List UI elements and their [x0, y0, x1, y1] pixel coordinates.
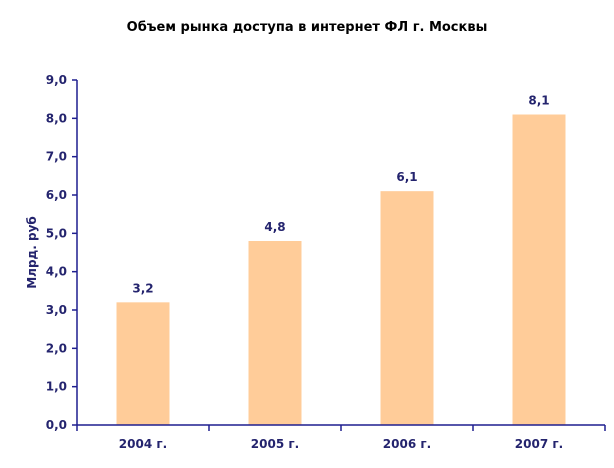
chart-title: Объем рынка доступа в интернет ФЛ г. Мос…: [127, 20, 488, 35]
data-label: 3,2: [132, 281, 153, 295]
y-tick-label: 9,0: [46, 73, 67, 87]
bar-4: [512, 114, 566, 425]
y-tick-label: 2,0: [46, 341, 67, 355]
data-label: 4,8: [264, 220, 285, 234]
x-tick-label: 2005 г.: [251, 437, 299, 451]
plot-area: 0,0 1,0 2,0 3,0 4,0 5,0 6,0 7,0 8,0 9,0 2004 г. 200…: [46, 73, 606, 451]
y-tick-label: 3,0: [46, 303, 67, 317]
data-label: 8,1: [528, 94, 549, 108]
x-tick-label: 2007 г.: [515, 437, 563, 451]
y-tick-label: 6,0: [46, 188, 67, 202]
x-tick-label: 2006 г.: [383, 437, 431, 451]
y-tick-label: 0,0: [46, 418, 67, 432]
bar-3: [380, 191, 434, 425]
data-label: 6,1: [396, 170, 417, 184]
x-tick-label: 2004 г.: [119, 437, 167, 451]
bar-2: [248, 241, 302, 425]
y-tick-label: 8,0: [46, 111, 67, 125]
y-tick-label: 1,0: [46, 380, 67, 394]
y-tick-label: 7,0: [46, 150, 67, 164]
y-tick-label: 4,0: [46, 265, 67, 279]
y-axis-label: Млрд. руб: [25, 216, 39, 289]
y-tick-label: 5,0: [46, 226, 67, 240]
bar-1: [116, 302, 170, 425]
